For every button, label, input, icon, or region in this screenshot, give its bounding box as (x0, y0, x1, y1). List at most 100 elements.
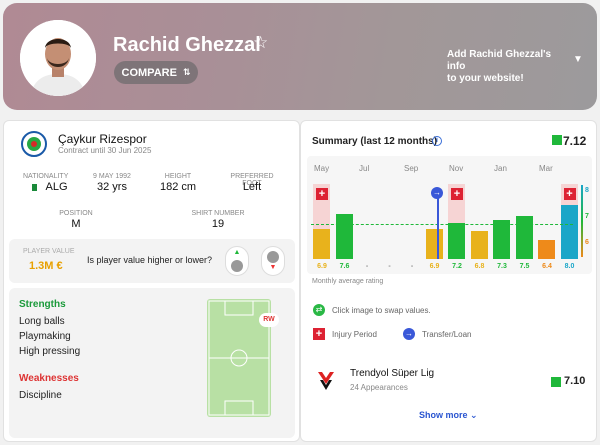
nationality-label: NATIONALITY (23, 173, 69, 180)
show-more-link[interactable]: Show more ⌄ (419, 410, 478, 420)
age-value: 32 yrs (97, 181, 127, 193)
rating-bar[interactable] (335, 213, 353, 259)
league-rating-square (551, 377, 561, 387)
algeria-flag-icon (32, 183, 43, 191)
swap-hint: Click image to swap values. (332, 306, 431, 315)
month-label: Sep (404, 164, 419, 173)
bar-value-label: 7.6 (339, 263, 350, 270)
strengths-title: Strengths (19, 299, 66, 310)
rating-bar[interactable] (313, 229, 330, 259)
transfer-marker-icon: → (431, 187, 443, 199)
height-value: 182 cm (159, 181, 197, 193)
value-lower-button[interactable]: ▼ (261, 246, 285, 276)
bar-value-label: 7.2 (452, 263, 462, 270)
compare-icon: ⇅ (182, 67, 191, 77)
value-higher-button[interactable]: ▲ (225, 246, 249, 276)
league-logo (317, 371, 335, 391)
rating-bar[interactable] (560, 205, 578, 259)
average-line (311, 224, 573, 226)
player-header: Rachid Ghezzal ☆ COMPARE ⇅ Add Rachid Gh… (3, 3, 597, 110)
strength-item: Playmaking (19, 331, 71, 342)
club-logo[interactable] (21, 131, 47, 157)
player-value-amount: 1.3M € (29, 260, 63, 272)
coin-icon (267, 251, 279, 263)
shirt-label: SHIRT NUMBER (191, 210, 245, 217)
y-tick-label: 6 (585, 239, 589, 246)
position-pitch: RW (207, 299, 279, 417)
average-rating-label: Monthly average rating (312, 278, 384, 285)
coin-icon (231, 260, 243, 272)
summary-rating: 7.12 (563, 134, 587, 148)
promo-line1: Add Rachid Ghezzal's info (447, 49, 552, 72)
rating-bar[interactable] (538, 240, 555, 259)
player-avatar (20, 20, 96, 96)
league-name[interactable]: Trendyol Süper Lig (350, 368, 435, 379)
transfer-line (437, 193, 439, 259)
bar-value-label: 7.5 (519, 263, 530, 270)
player-value-box: PLAYER VALUE 1.3M € Is player value high… (9, 239, 295, 283)
bar-value-label: 6.9 (429, 263, 440, 270)
player-value-label: PLAYER VALUE (23, 248, 75, 255)
month-label: Nov (449, 164, 464, 173)
shirt-value: 19 (211, 218, 225, 230)
y-scale-bar (581, 185, 583, 257)
bar-value-label: - (365, 263, 369, 270)
month-label: May (314, 164, 330, 173)
strengths-weaknesses-box: Strengths Long balls Playmaking High pre… (9, 288, 295, 438)
foot-label: PREFERRED FOOT (230, 173, 274, 187)
info-icon[interactable]: i (432, 136, 442, 146)
height-label: HEIGHT (164, 173, 192, 180)
month-label: Jan (494, 164, 507, 173)
injury-icon: + (313, 328, 325, 340)
compare-label: COMPARE (121, 66, 177, 79)
club-name[interactable]: Çaykur Rizespor (58, 132, 147, 146)
chevron-down-icon[interactable]: ▼ (573, 54, 583, 65)
rating-bar[interactable] (470, 231, 488, 259)
position-value: M (71, 218, 81, 230)
y-tick-label: 8 (585, 187, 589, 194)
bar-value-label: 6.4 (542, 263, 552, 270)
bar-value-label: - (388, 263, 391, 270)
bar-value-label: 7.3 (497, 263, 507, 270)
compare-button[interactable]: COMPARE ⇅ (114, 61, 198, 84)
injury-marker-icon: + (563, 188, 576, 200)
position-label: POSITION (59, 210, 93, 217)
swap-icon: ⇄ (313, 304, 325, 316)
bar-value-label: 6.8 (474, 263, 485, 270)
player-name: Rachid Ghezzal (113, 34, 261, 56)
chevron-down-icon: ⌄ (470, 410, 478, 420)
foot-value: Left (242, 181, 262, 193)
summary-panel: Summary (last 12 months) i 7.12 May Jul Se… (300, 120, 597, 442)
transfer-icon: → (403, 328, 415, 340)
arrow-down-icon: ▼ (269, 264, 277, 271)
embed-promo[interactable]: Add Rachid Ghezzal's info to your websit… (447, 49, 567, 85)
dob-label: 9 MAY 1992 (93, 173, 131, 180)
nationality-value: ALG (28, 181, 72, 193)
strength-item: High pressing (19, 346, 81, 357)
weakness-item: Discipline (19, 390, 62, 401)
injury-label: Injury Period (332, 330, 377, 339)
strength-item: Long balls (19, 316, 65, 327)
bar-value-label: 8.0 (564, 263, 575, 270)
position-badge: RW (259, 313, 279, 327)
y-tick-label: 7 (585, 213, 589, 220)
arrow-up-icon: ▲ (233, 249, 241, 256)
injury-marker-icon: + (451, 188, 463, 200)
injury-marker-icon: + (316, 188, 328, 200)
summary-title: Summary (last 12 months) (312, 136, 438, 147)
transfer-label: Transfer/Loan (422, 330, 472, 339)
rating-square (552, 135, 562, 145)
player-value-question: Is player value higher or lower? (87, 255, 213, 265)
bar-value-label: 6.9 (317, 263, 327, 270)
rating-bar[interactable] (448, 222, 465, 259)
league-rating: 7.10 (564, 375, 586, 387)
rating-bar[interactable] (515, 216, 533, 259)
month-label: Jul (359, 164, 370, 173)
contract-text: Contract until 30 Jun 2025 (58, 146, 152, 155)
month-label: Mar (539, 164, 553, 173)
favorite-star-icon[interactable]: ☆ (253, 33, 269, 52)
player-info-panel: Çaykur Rizespor Contract until 30 Jun 20… (3, 120, 300, 442)
league-appearances: 24 Appearances (350, 383, 408, 392)
rating-bar[interactable] (425, 229, 443, 259)
rating-bar[interactable] (493, 220, 510, 259)
